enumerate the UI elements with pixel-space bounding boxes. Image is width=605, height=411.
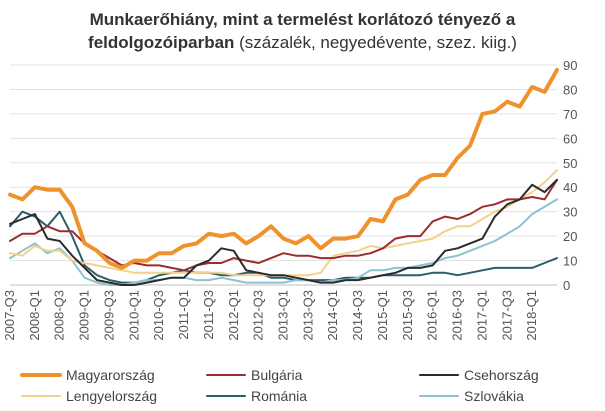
series-line-csehország [9, 178, 558, 286]
x-tick-label: 2008-Q1 [27, 290, 42, 341]
title-line-2-normal: (százalék, negyedévente, szez. kiig.) [234, 33, 517, 52]
x-tick-label: 2013-Q1 [276, 290, 291, 341]
x-axis-tick-labels: 2007-Q3 2008-Q1 2008-Q3 2009-Q1 2009-Q3 2010-… [2, 290, 539, 341]
legend-label: Szlovákia [464, 388, 524, 404]
chart-title: Munkaerőhiány, mint a termelést korlátoz… [0, 8, 605, 54]
legend-label: Lengyelország [66, 388, 157, 404]
legend: Magyarország Bulgária Csehország Lengyelors… [20, 367, 539, 404]
y-tick-label: 50 [563, 156, 577, 171]
y-tick-label: 20 [563, 229, 577, 244]
x-tick-label: 2017-Q1 [474, 290, 489, 341]
y-tick-label: 60 [563, 131, 577, 146]
y-tick-label: 90 [563, 58, 577, 73]
legend-item: Románia [206, 388, 307, 404]
y-tick-label: 10 [563, 254, 577, 269]
legend-item: Szlovákia [419, 388, 524, 404]
legend-label: Bulgária [251, 367, 303, 383]
legend-label: Csehország [464, 367, 539, 383]
title-line-2-bold: feldolgozóiparban [88, 33, 235, 52]
x-tick-label: 2010-Q3 [151, 290, 166, 341]
series-line-lengyelország [9, 169, 558, 277]
x-tick-label: 2015-Q1 [375, 290, 390, 341]
title-line-1: Munkaerőhiány, mint a termelést korlátoz… [89, 10, 516, 29]
x-tick-label: 2011-Q1 [176, 290, 191, 340]
x-tick-label: 2013-Q3 [300, 290, 315, 341]
x-tick-label: 2014-Q3 [350, 290, 365, 341]
gridlines [10, 64, 557, 262]
x-tick-label: 2010-Q1 [126, 290, 141, 341]
x-tick-label: 2016-Q3 [450, 290, 465, 341]
x-tick-label: 2012-Q3 [251, 290, 266, 341]
y-tick-label: 30 [563, 205, 577, 220]
legend-item: Bulgária [206, 367, 303, 383]
x-tick-label: 2018-Q1 [524, 290, 539, 341]
legend-item: Csehország [419, 367, 539, 383]
series-line-románia [9, 210, 558, 284]
legend-label: Magyarország [66, 367, 155, 383]
x-tick-label: 2007-Q3 [2, 290, 17, 341]
x-tick-label: 2015-Q3 [400, 290, 415, 341]
legend-label: Románia [251, 388, 307, 404]
x-tick-label: 2008-Q3 [52, 290, 67, 341]
series-line-bulgária [9, 178, 558, 272]
series-lines [8, 67, 559, 286]
x-tick-label: 2016-Q1 [425, 290, 440, 341]
series-line-magyarország [8, 67, 559, 270]
x-tick-label: 2009-Q1 [77, 290, 92, 341]
y-tick-label: 40 [563, 180, 577, 195]
x-tick-label: 2012-Q1 [226, 290, 241, 341]
x-tick-label: 2009-Q3 [101, 290, 116, 341]
y-tick-label: 80 [563, 82, 577, 97]
x-tick-label: 2014-Q1 [325, 290, 340, 341]
x-tick-label: 2017-Q3 [499, 290, 514, 341]
series-line-szlovákia [9, 198, 558, 286]
y-tick-label: 0 [563, 278, 570, 293]
x-tick-label: 2011-Q3 [201, 290, 216, 340]
y-tick-label: 70 [563, 107, 577, 122]
y-axis-tick-labels: 0 10 20 30 40 50 60 70 80 90 [563, 58, 577, 293]
legend-item: Magyarország [20, 367, 155, 383]
legend-item: Lengyelország [21, 388, 157, 404]
